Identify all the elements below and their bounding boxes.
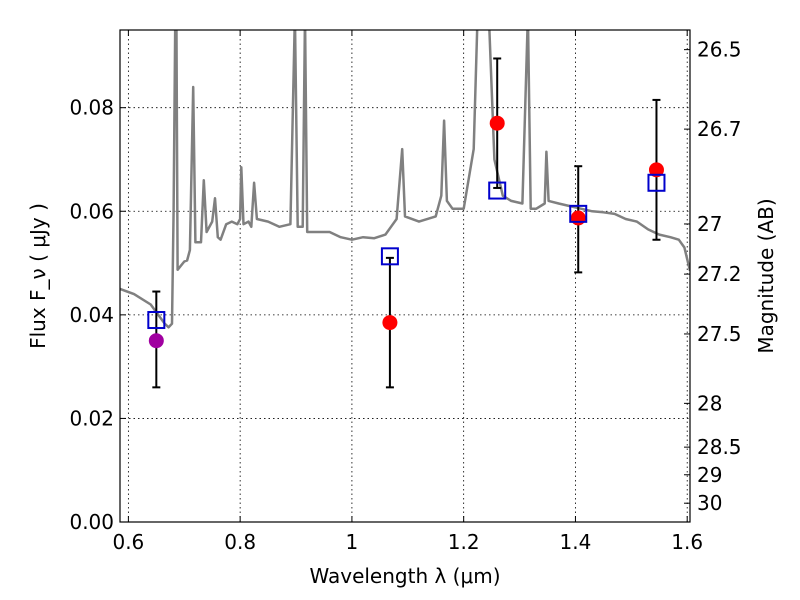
- magnitude-axis-label: Magnitude (AB): [754, 198, 778, 353]
- magnitude-tick-label: 29: [697, 463, 722, 487]
- model-point: [380, 247, 399, 266]
- x-tick-label: 1.6: [671, 530, 703, 554]
- observed-point: [148, 333, 164, 349]
- x-axis: 0.6 0.8 1 1.2 1.4 1.6: [112, 30, 703, 554]
- observed-point: [648, 162, 664, 178]
- x-tick-label: 1.2: [448, 530, 480, 554]
- spectrum-layer: [120, 30, 690, 329]
- magnitude-tick-label: 28.5: [697, 435, 742, 459]
- model-spectrum-line: [120, 30, 690, 329]
- x-tick-label: 1.4: [560, 530, 592, 554]
- x-axis-label: Wavelength λ (μm): [309, 564, 500, 588]
- plot-background: [120, 30, 690, 522]
- y-tick-label: 0.04: [69, 303, 114, 327]
- magnitude-tick-label: 27.5: [697, 322, 742, 346]
- observed-point: [489, 115, 505, 131]
- model-point: [569, 204, 588, 223]
- y-axis: 0.00 0.02 0.04 0.06 0.08: [69, 96, 126, 534]
- model-point: [488, 181, 507, 200]
- y-tick-label: 0.06: [69, 199, 114, 223]
- magnitude-tick-label: 26.7: [697, 117, 742, 141]
- x-tick-label: 0.8: [224, 530, 256, 554]
- y-axis-label: Flux F_ν ( μJy ): [26, 203, 50, 349]
- magnitude-tick-label: 27.2: [697, 262, 742, 286]
- magnitude-tick-label: 27: [697, 212, 722, 236]
- magnitude-tick-label: 28: [697, 391, 722, 415]
- model-point: [147, 311, 166, 330]
- observed-point: [382, 315, 398, 331]
- x-tick-label: 0.6: [112, 530, 144, 554]
- model-points: [147, 173, 666, 330]
- model-point: [647, 173, 666, 192]
- y-tick-label: 0.08: [69, 96, 114, 120]
- x-tick-label: 1: [346, 530, 359, 554]
- y-tick-label: 0.02: [69, 406, 114, 430]
- magnitude-tick-label: 26.5: [697, 38, 742, 62]
- magnitude-axis: 26.5 26.7 27 27.2 27.5 28 28.5 29 30: [684, 38, 742, 515]
- y-tick-label: 0.00: [69, 510, 114, 534]
- magnitude-tick-label: 30: [697, 491, 722, 515]
- observed-point: [570, 210, 586, 226]
- plot-frame: [119, 29, 691, 523]
